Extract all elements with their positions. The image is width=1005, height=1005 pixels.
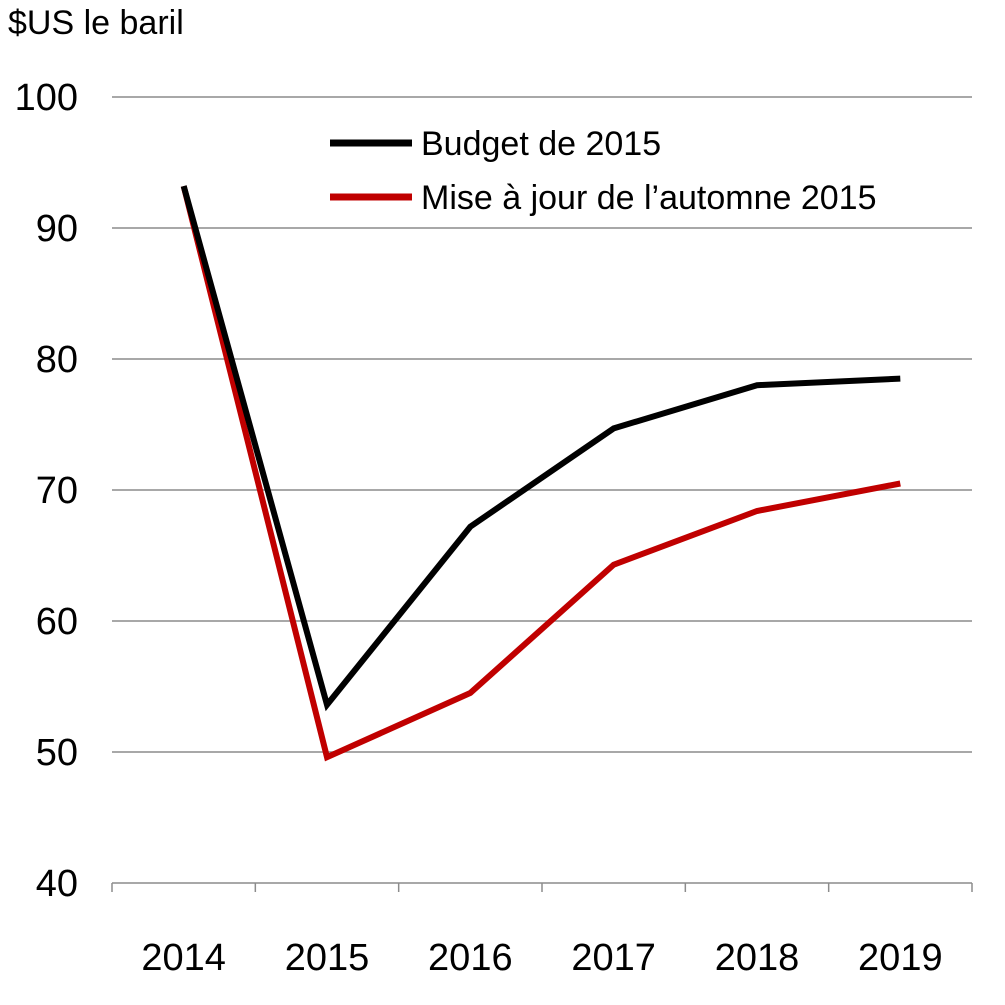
legend-label-1: Budget de 2015 (421, 125, 661, 163)
x-tick-label: 2019 (858, 937, 943, 979)
legend: Budget de 2015 Mise à jour de l’automne 2… (330, 125, 877, 217)
y-axis-unit-label: $US le baril (8, 4, 184, 42)
y-tick-label: 100 (15, 77, 78, 119)
y-tick-label: 80 (36, 339, 78, 381)
x-axis: 2014 2015 2016 2017 2018 2019 (111, 882, 973, 979)
x-tick-label: 2015 (285, 937, 370, 979)
x-tick-label: 2017 (571, 937, 656, 979)
y-tick-label: 60 (36, 601, 78, 643)
y-tick-label: 50 (36, 732, 78, 774)
gridlines (112, 96, 972, 753)
x-tick-label: 2018 (715, 937, 800, 979)
series-line-2 (180, 185, 901, 762)
x-tick-label: 2016 (428, 937, 513, 979)
x-tick-label: 2014 (141, 937, 226, 979)
series-lines (180, 185, 901, 762)
series-line-1 (180, 185, 901, 712)
y-tick-labels: 40 50 60 70 80 90 100 (15, 77, 78, 905)
y-tick-label: 40 (36, 863, 78, 905)
y-tick-label: 70 (36, 470, 78, 512)
legend-label-2: Mise à jour de l’automne 2015 (421, 179, 877, 217)
y-tick-label: 90 (36, 208, 78, 250)
